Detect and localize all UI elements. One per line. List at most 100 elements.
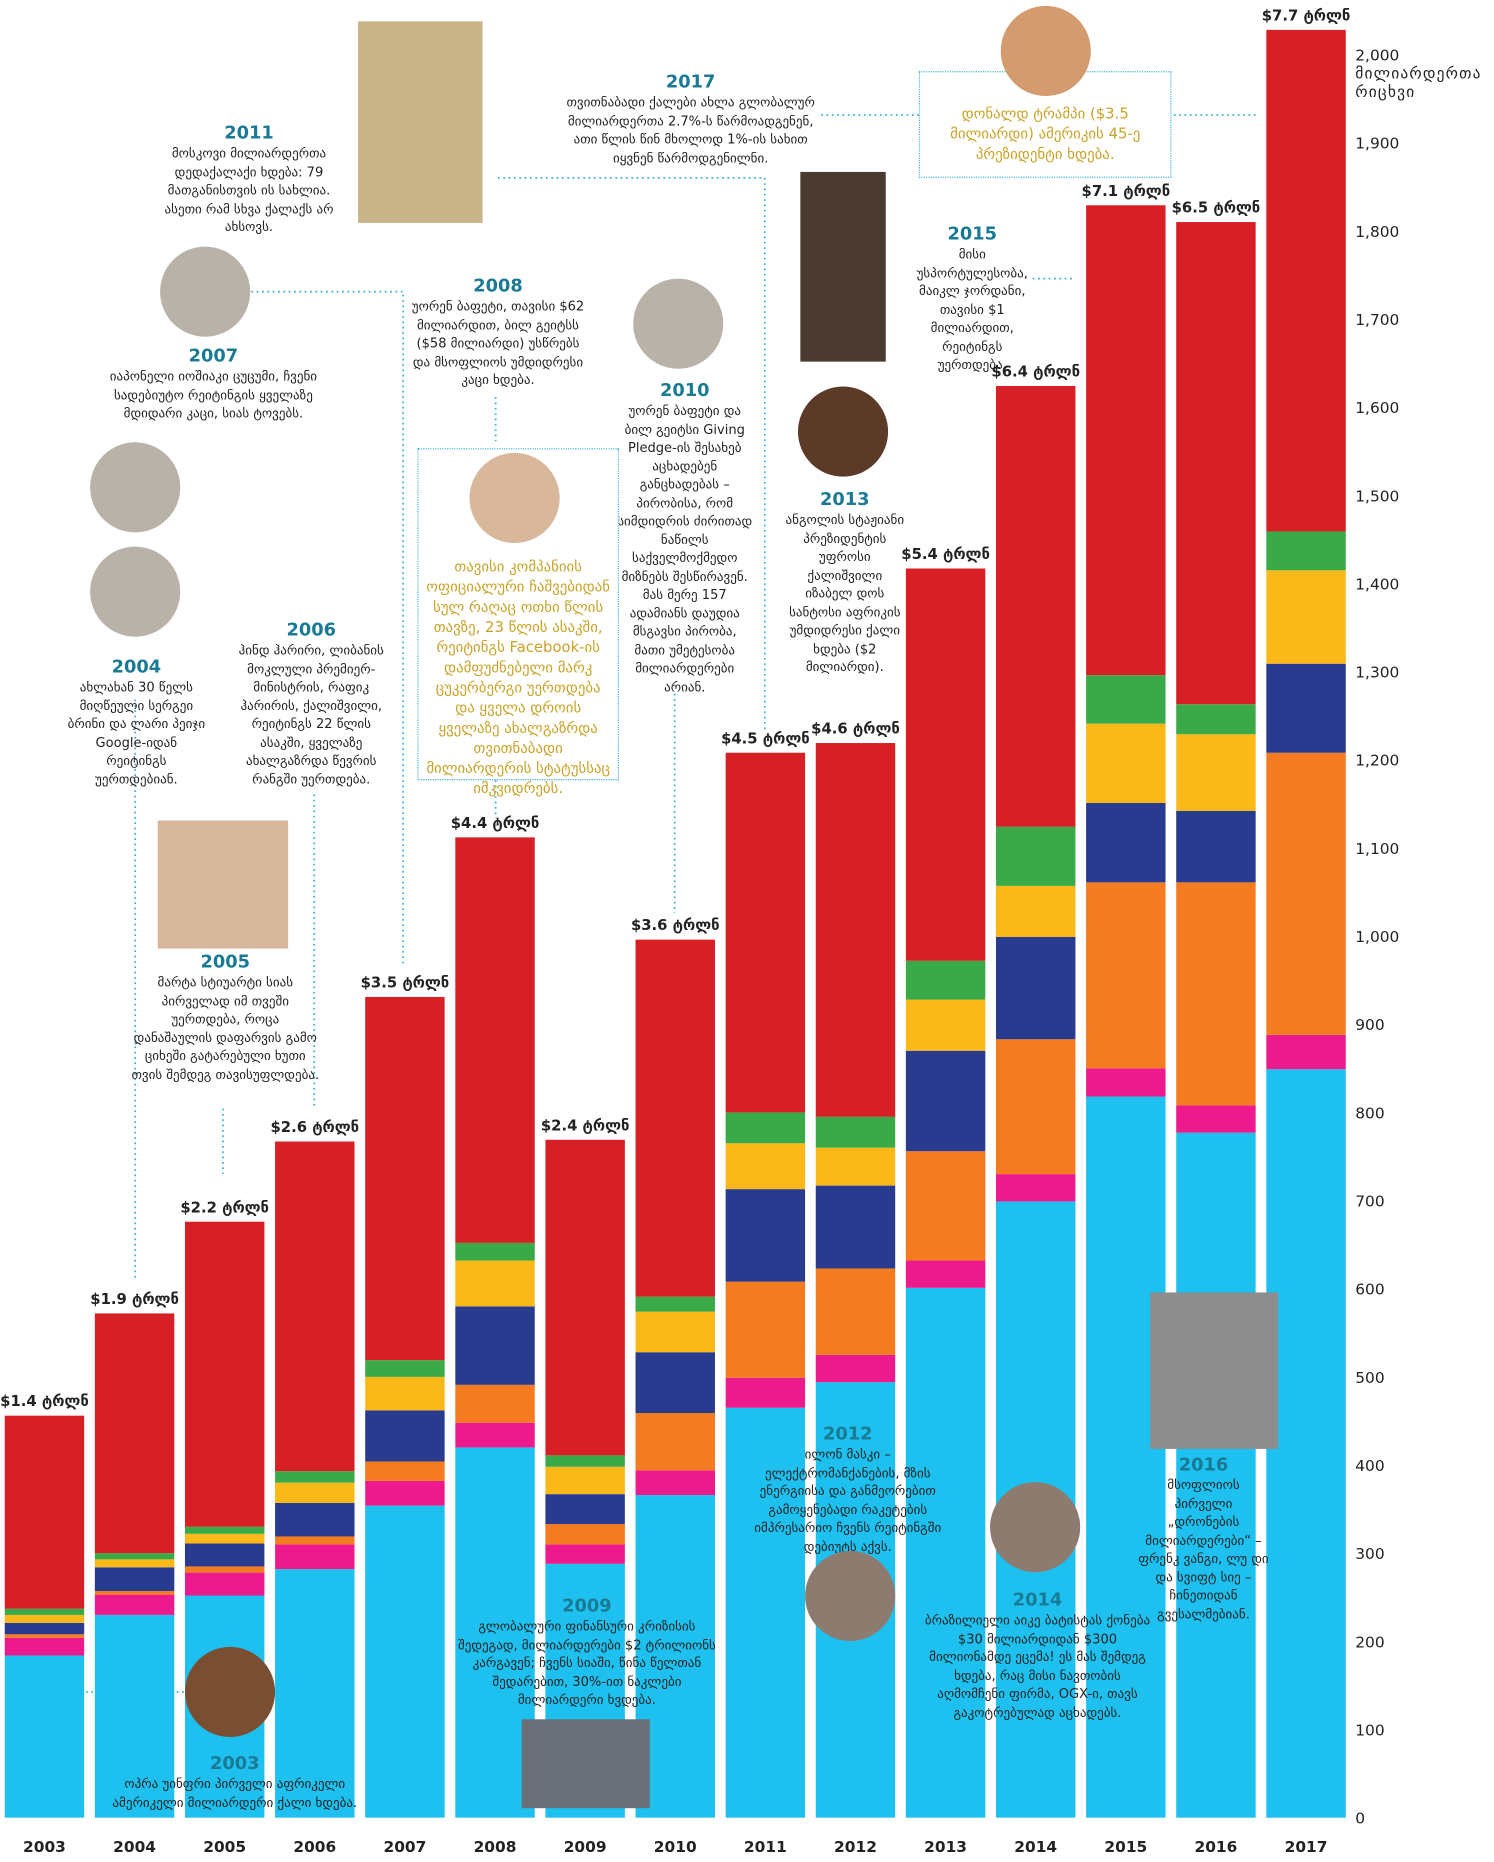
annotation: 2003ოპრა უინფრი პირველი აფრიკელი ამერიკე… — [92, 1752, 377, 1811]
bar-segment — [275, 1471, 354, 1482]
x-tick-label: 2010 — [654, 1838, 697, 1856]
annotation-year: 2013 — [783, 489, 907, 512]
annotation-year: 2010 — [617, 379, 753, 402]
bar-segment — [95, 1567, 174, 1591]
bar-segment — [545, 1544, 624, 1563]
bar-segment — [1176, 222, 1255, 704]
bar-segment — [816, 1355, 895, 1382]
bar-segment — [726, 1112, 805, 1143]
bar-segment — [636, 1312, 715, 1353]
bar-segment — [275, 1536, 354, 1544]
annotation-year: 2015 — [907, 223, 1037, 246]
bar-segment — [275, 1503, 354, 1536]
bar-segment — [636, 940, 715, 1297]
x-tick-label: 2004 — [113, 1838, 156, 1856]
bar-segment — [636, 1413, 715, 1470]
bar-segment — [996, 827, 1075, 886]
page: {"chart_data": { "type": "bar", "stacked… — [0, 0, 1494, 1862]
bar-segment — [365, 1462, 444, 1481]
bar-segment — [1176, 882, 1255, 1105]
bar-total-label: $2.6 ტრლნ — [270, 1119, 359, 1136]
bar-segment — [636, 1352, 715, 1413]
bar-segment — [996, 386, 1075, 827]
bar-segment — [816, 743, 895, 1117]
bar-total-label: $5.4 ტრლნ — [901, 546, 990, 563]
annotation-text: გლობალური ფინანსური კრიზისის შედეგად, მი… — [451, 1617, 724, 1709]
bar-segment — [996, 937, 1075, 1039]
annotation-year: 2014 — [919, 1589, 1156, 1612]
bar-segment — [455, 1243, 534, 1261]
bar-segment — [1266, 30, 1345, 532]
bar-segment — [275, 1544, 354, 1569]
y-tick-label: 1,700 — [1355, 311, 1399, 329]
bar-segment — [95, 1595, 174, 1615]
bar-segment — [1266, 1069, 1345, 1817]
annotation-year: 2012 — [741, 1423, 954, 1446]
annotation: 2017თვითნაბადი ქალები ახლა გლობალურ მილი… — [557, 71, 824, 167]
annotation-text: უორენ ბაფეტი და ბილ გეიტსი Giving Pledge… — [617, 402, 753, 696]
bar-segment — [545, 1455, 624, 1466]
bar-segment — [1086, 724, 1165, 803]
bar-segment — [906, 1051, 985, 1151]
bar-segment — [1086, 803, 1165, 882]
bar-segment — [365, 1410, 444, 1461]
bar-segment — [455, 1306, 534, 1384]
y-tick-label: 700 — [1355, 1193, 1384, 1211]
y-tick-label: 0 — [1355, 1810, 1365, 1828]
annotation: 2016მსოფლიოს პირველი „დრონების მილიარდერ… — [1138, 1454, 1268, 1624]
x-tick-label: 2016 — [1194, 1838, 1237, 1856]
y-tick-label: 1,500 — [1355, 487, 1399, 505]
bar-segment — [5, 1609, 84, 1615]
y-tick-label: 200 — [1355, 1633, 1384, 1651]
bar-total-label: $7.1 ტრლნ — [1082, 183, 1171, 200]
annotation-text: ახლახან 30 წელს მიღწეული სერგეი ბრინი და… — [65, 678, 207, 788]
annotation-text: თვითნაბადი ქალები ახლა გლობალურ მილიარდე… — [557, 94, 824, 168]
annotation-year: 2011 — [148, 122, 350, 145]
x-tick-label: 2015 — [1104, 1838, 1147, 1856]
bar-segment — [545, 1494, 624, 1524]
bar-segment — [726, 1378, 805, 1408]
annotation-year: 2009 — [451, 1595, 724, 1618]
x-tick-label: 2009 — [564, 1838, 607, 1856]
callout: თავისი კომპანიის ოფიციალური ჩაშვებიდან ს… — [417, 448, 619, 780]
y-tick-label: 300 — [1355, 1545, 1384, 1563]
bar-total-label: $4.5 ტრლნ — [721, 730, 810, 747]
bar-total-label: $4.4 ტრლნ — [451, 815, 540, 832]
bar-segment — [636, 1297, 715, 1312]
bar-segment — [5, 1615, 84, 1623]
bar-segment — [636, 1470, 715, 1495]
y-tick-label: 1,400 — [1355, 575, 1399, 593]
y-tick-label: 500 — [1355, 1369, 1384, 1387]
bar-segment — [365, 1377, 444, 1410]
bar-total-label: $1.9 ტრლნ — [90, 1291, 179, 1308]
bar-segment — [726, 1189, 805, 1282]
y-tick-label: 1,300 — [1355, 664, 1399, 682]
bar-segment — [185, 1544, 264, 1567]
bar-segment — [275, 1142, 354, 1472]
bar-segment — [5, 1623, 84, 1634]
annotation-year: 2005 — [130, 951, 320, 974]
bar-segment — [5, 1416, 84, 1609]
y-axis-label: მილიარდერთა რიცხვი — [1355, 65, 1485, 103]
bar-total-label: $1.4 ტრლნ — [0, 1393, 89, 1410]
y-tick-label: 100 — [1355, 1721, 1384, 1739]
y-tick-label: 1,200 — [1355, 752, 1399, 770]
bar-segment — [1266, 753, 1345, 1035]
bar-segment — [185, 1222, 264, 1527]
bar-segment — [1086, 675, 1165, 723]
bar-segment — [816, 1117, 895, 1148]
bar-segment — [185, 1534, 264, 1544]
annotation-text: მოსკოვი მილიარდერთა დედაქალაქი ხდება: 79… — [148, 145, 350, 237]
annotation-text: იაპონელი იოშიაკი ცუცუმი, ჩვენი სადებიუტო… — [95, 368, 332, 423]
annotation-year: 2007 — [95, 345, 332, 368]
bar-total-label: $3.5 ტრლნ — [361, 974, 450, 991]
bar-segment — [5, 1638, 84, 1656]
bar-segment — [545, 1467, 624, 1494]
bar-segment — [1266, 664, 1345, 753]
